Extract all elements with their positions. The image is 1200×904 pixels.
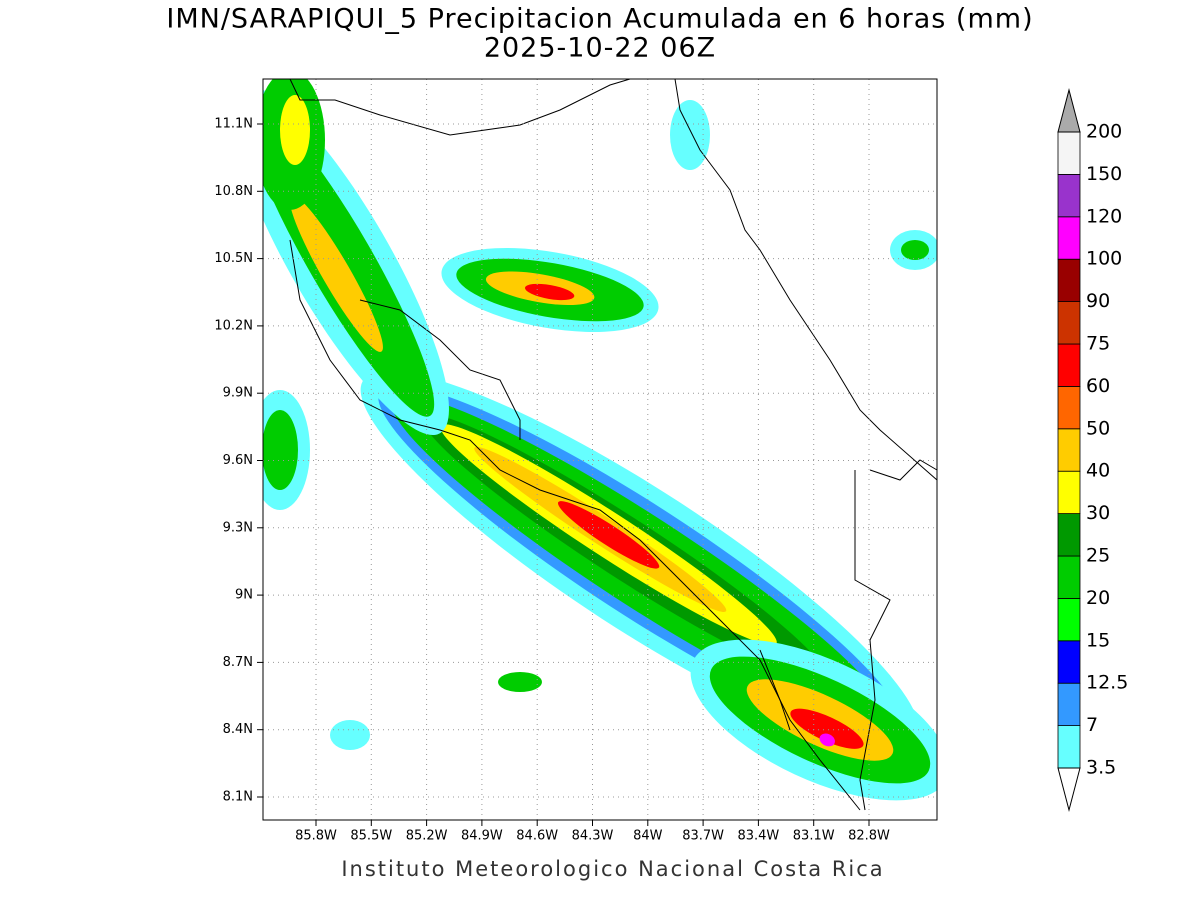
x-tick-label: 84.3W [572,829,614,844]
y-tick-label: 11.1N [214,117,253,132]
x-tick-label: 83.1W [793,829,835,844]
footer: Instituto Meteorologico Nacional Costa R… [341,857,884,881]
colorbar-swatch [1057,470,1081,515]
y-tick-label: 9.3N [223,520,253,535]
y-tick-label: 10.2N [214,318,253,333]
colorbar-swatch [1057,682,1081,727]
x-tick-label: 83.4W [737,829,779,844]
colorbar-swatch [1057,173,1081,218]
colorbar-label: 12.5 [1086,672,1128,694]
colorbar-label: 7 [1086,714,1098,736]
y-tick-label: 9.9N [223,386,253,401]
grid: 85.8W 85.5W 85.2W 84.9W 84.6W 84.3W 84W 83.7W 83… [214,79,937,844]
coastlines [289,78,938,811]
colorbar-label: 75 [1086,333,1110,355]
colorbar-swatch [1057,301,1081,345]
colorbar-label: 25 [1086,545,1110,567]
colorbar-label: 90 [1086,290,1110,312]
colorbar-swatch [1057,725,1081,769]
x-tick-label: 85.5W [350,829,392,844]
y-tick-label: 10.8N [214,184,253,199]
colorbar-over [1057,88,1081,133]
y-tick-label: 10.5N [214,251,253,266]
y-tick-label: 8.7N [223,655,253,670]
colorbar-label: 50 [1086,417,1110,439]
y-tick-label: 8.1N [223,790,253,805]
title: IMN/SARAPIQUI_5 Precipitacion Acumulada … [166,4,1033,35]
y-tick-label: 8.4N [223,722,253,737]
colorbar-swatch [1057,216,1081,260]
colorbar-label: 200 [1086,121,1122,143]
x-tick-label: 83.7W [682,829,724,844]
x-tick-label: 84.6W [516,829,558,844]
map-frame [262,78,938,821]
colorbar-swatch [1057,343,1081,387]
colorbar-label: 100 [1086,248,1122,270]
colorbar-swatch [1057,428,1081,472]
x-tick-label: 85.8W [295,829,337,844]
y-tick-label: 9.6N [223,453,253,468]
colorbar-swatch [1057,385,1081,430]
colorbar-label: 60 [1086,375,1110,397]
colorbar-swatch [1057,598,1081,642]
colorbar-swatch [1057,258,1081,303]
colorbar-label: 30 [1086,502,1110,524]
x-tick-label: 84W [633,829,663,844]
colorbar-label: 120 [1086,205,1122,227]
colorbar-swatch [1057,513,1081,557]
colorbar-under [1057,767,1081,812]
colorbar-label: 15 [1086,629,1110,651]
x-tick-label: 84.9W [461,829,503,844]
x-tick-label: 85.2W [406,829,448,844]
colorbar-label: 150 [1086,163,1122,185]
y-tick-label: 9N [235,588,253,603]
colorbar-label: 20 [1086,587,1110,609]
colorbar-swatch [1057,131,1081,175]
colorbar-swatch [1057,640,1081,684]
colorbar: 3.5 7 12.5 15 20 25 30 40 50 60 75 90 100 120 150 200 [1057,88,1128,812]
colorbar-swatch [1057,555,1081,599]
subtitle: 2025-10-22 06Z [484,33,716,64]
precip-field [263,79,937,801]
colorbar-label: 40 [1086,460,1110,482]
colorbar-label: 3.5 [1086,757,1116,779]
x-tick-label: 82.8W [848,829,890,844]
